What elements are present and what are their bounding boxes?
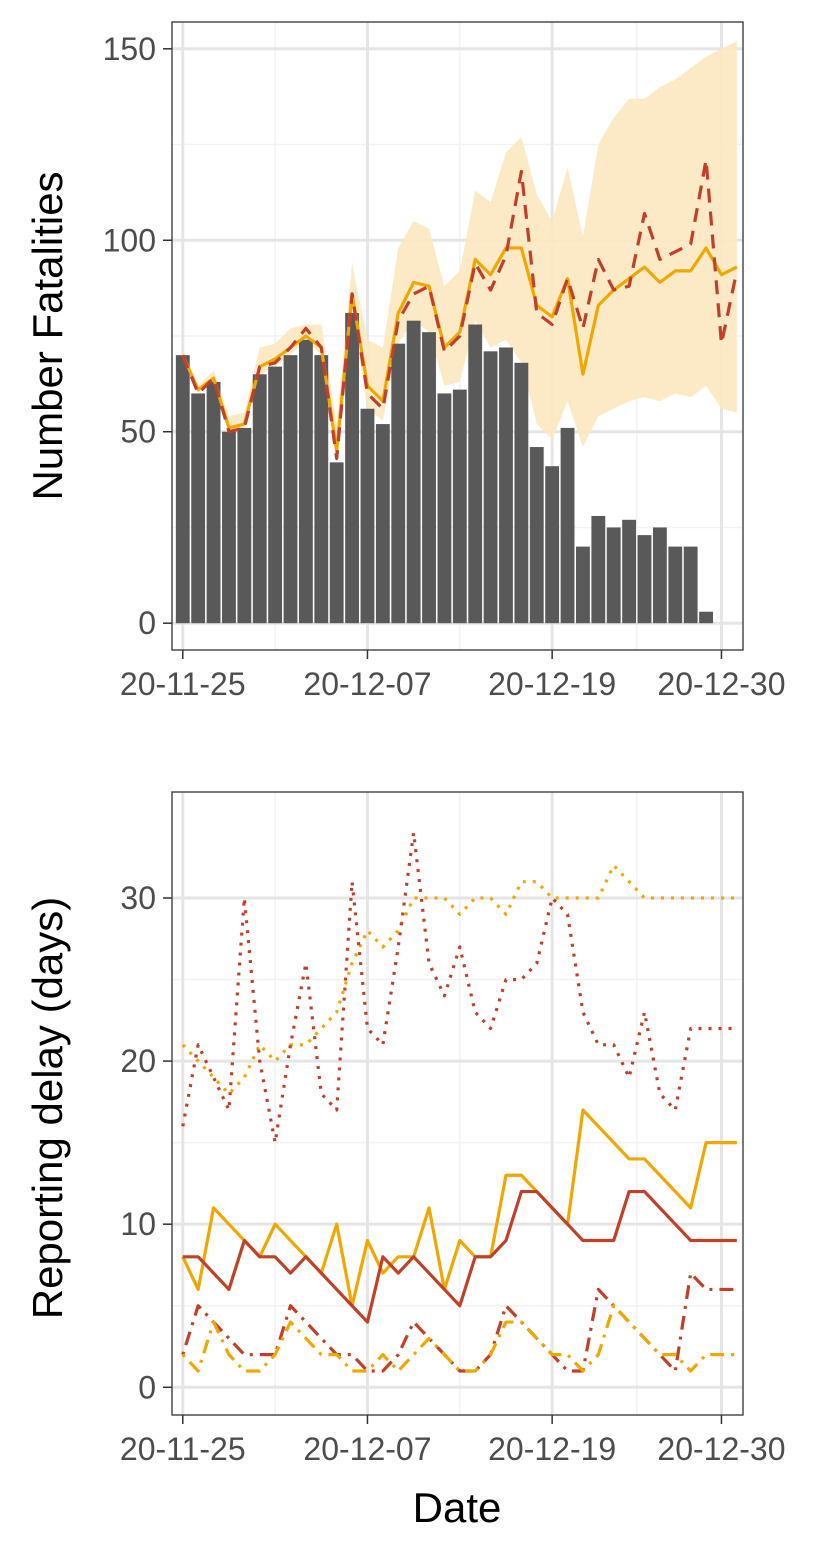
fatalities-plot-border <box>171 21 744 651</box>
fatalities-bar <box>329 462 344 624</box>
fatalities-bar <box>175 355 190 624</box>
fatalities-lines <box>181 158 739 461</box>
fatalities-bar <box>375 424 390 624</box>
delay-y-axis-title: Reporting delay (days) <box>24 897 71 1320</box>
fatalities-bar <box>452 389 467 624</box>
fatalities-bar <box>391 343 406 624</box>
delay-x-tick-label: 20-12-07 <box>303 1431 431 1467</box>
delay-y-tick-label: 10 <box>120 1206 156 1242</box>
fatalities-series-line-1 <box>181 246 738 453</box>
fatalities-bar <box>514 362 529 624</box>
delay-x-tick-label: 20-12-19 <box>488 1431 616 1467</box>
delay-plot-border <box>171 791 744 1416</box>
fatalities-chart: 0 50 100 150 20-11-25 20-12-07 20-12-19 20-12-… <box>24 21 785 702</box>
fatalities-bar <box>560 427 575 624</box>
fatalities-bar <box>529 447 544 624</box>
fatalities-y-tick-label: 100 <box>103 222 156 258</box>
fatalities-bar <box>591 515 606 624</box>
fatalities-bar <box>437 393 452 624</box>
delay-series-line-6 <box>181 1304 737 1373</box>
fatalities-x-tick-label: 20-12-07 <box>303 666 431 702</box>
fatalities-bar <box>252 374 267 624</box>
fatalities-y-tick-label: 150 <box>103 31 156 67</box>
fatalities-x-tick-label: 20-12-30 <box>657 666 785 702</box>
fatalities-bar <box>668 546 683 624</box>
delay-series-line-3 <box>181 1108 737 1308</box>
reporting-delay-chart: 0 10 20 30 20-11-25 20-12-07 20-12-19 20-12-30… <box>24 791 785 1531</box>
fatalities-y-axis: 0 50 100 150 <box>103 31 172 641</box>
delay-series-line-1 <box>181 863 737 1096</box>
delay-x-tick-label: 20-11-25 <box>120 1431 246 1467</box>
fatalities-bar <box>499 347 513 624</box>
delay-x-tick-label: 20-12-30 <box>657 1431 785 1467</box>
fatalities-bar <box>268 366 283 624</box>
fatalities-bar <box>406 320 421 624</box>
delay-x-axis: 20-11-25 20-12-07 20-12-19 20-12-30 <box>120 1415 785 1467</box>
fatalities-bar <box>298 339 313 624</box>
fatalities-bar <box>468 324 483 624</box>
fatalities-bar <box>545 466 560 624</box>
delay-lines <box>181 831 737 1373</box>
delay-y-tick-label: 20 <box>120 1043 156 1079</box>
fatalities-y-tick-label: 0 <box>138 605 156 641</box>
fatalities-bar <box>422 332 436 624</box>
fatalities-bar <box>360 408 375 624</box>
fatalities-x-tick-label: 20-12-19 <box>488 666 616 702</box>
fatalities-uncertainty-band <box>182 41 737 463</box>
fatalities-bar <box>606 527 621 624</box>
fatalities-bar <box>576 546 590 624</box>
fatalities-bar <box>483 351 498 624</box>
fatalities-series-line-2 <box>181 158 739 461</box>
fatalities-x-tick-label: 20-11-25 <box>120 666 246 702</box>
fatalities-bar <box>699 611 713 624</box>
fatalities-bar <box>622 519 637 624</box>
delay-series-line-2 <box>181 831 737 1145</box>
fatalities-x-axis: 20-11-25 20-12-07 20-12-19 20-12-30 <box>120 650 785 702</box>
fatalities-y-tick-label: 50 <box>120 414 156 450</box>
fatalities-bar <box>206 381 221 624</box>
fatalities-band <box>182 41 737 463</box>
fatalities-bar <box>345 313 359 624</box>
fatalities-bars <box>175 313 713 624</box>
fatalities-bar <box>237 427 252 624</box>
delay-y-tick-label: 0 <box>138 1369 156 1405</box>
fatalities-bar <box>222 431 236 624</box>
delay-plot-background <box>172 792 743 1415</box>
fatalities-bar <box>652 527 667 624</box>
delay-grid <box>172 792 743 1415</box>
fatalities-bar <box>191 393 206 624</box>
delay-y-tick-label: 30 <box>120 880 156 916</box>
delay-series-line-4 <box>182 1189 737 1324</box>
delay-y-axis: 0 10 20 30 <box>120 880 172 1405</box>
fatalities-bar <box>683 546 698 624</box>
fatalities-y-axis-title: Number Fatalities <box>24 171 71 500</box>
fatalities-bar <box>314 355 329 624</box>
x-axis-title: Date <box>413 1484 502 1531</box>
fatalities-bar <box>637 535 652 624</box>
fatalities-bar <box>283 355 298 624</box>
